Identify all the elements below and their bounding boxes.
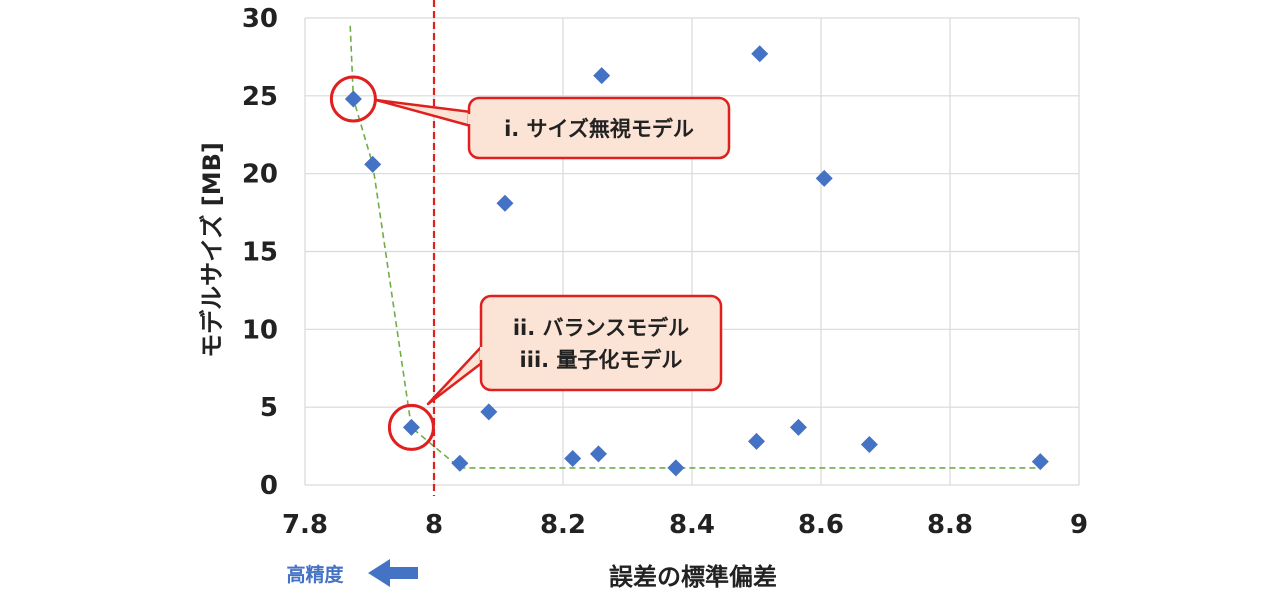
callout-text: ii. バランスモデル xyxy=(513,316,689,340)
callout-seam xyxy=(468,114,473,124)
y-tick-label: 5 xyxy=(260,393,278,423)
pareto-front-polyline xyxy=(349,25,1041,469)
highlight-circle xyxy=(387,403,435,451)
callout-seam xyxy=(480,347,485,360)
y-tick-label: 0 xyxy=(260,471,278,501)
y-tick-label: 25 xyxy=(242,82,278,112)
y-tick-label: 10 xyxy=(242,315,278,345)
data-point xyxy=(1031,453,1049,471)
data-point xyxy=(815,169,833,187)
callout-pointer xyxy=(374,98,473,128)
data-point xyxy=(593,67,611,85)
direction-hint-label: 高精度 xyxy=(286,563,344,586)
data-point xyxy=(789,418,807,436)
data-point xyxy=(667,459,685,477)
data-point xyxy=(751,45,769,63)
y-tick-label: 20 xyxy=(242,160,278,190)
data-point xyxy=(860,436,878,454)
callout-pointer xyxy=(426,343,485,406)
data-point xyxy=(451,454,469,472)
x-tick-label: 8.2 xyxy=(540,510,586,540)
y-tick-label: 15 xyxy=(242,238,278,268)
data-point xyxy=(564,450,582,468)
x-axis-label: 誤差の標準偏差 xyxy=(609,563,777,591)
x-tick-label: 9 xyxy=(1070,510,1088,540)
data-point xyxy=(364,155,382,173)
data-point xyxy=(589,445,607,463)
x-tick-label: 8.8 xyxy=(927,510,973,540)
left-arrow-icon xyxy=(368,559,418,587)
data-point xyxy=(748,432,765,450)
data-point xyxy=(480,403,498,421)
x-tick-label: 8.6 xyxy=(798,510,844,540)
data-point xyxy=(496,194,514,212)
y-axis-label: モデルサイズ [MB] xyxy=(198,142,226,358)
data-point xyxy=(344,90,362,108)
x-tick-label: 8.4 xyxy=(669,510,715,540)
callout-text: i. サイズ無視モデル xyxy=(504,117,694,141)
data-points xyxy=(344,45,1049,477)
pareto-front-line xyxy=(349,25,1041,469)
callout-text: iii. 量子化モデル xyxy=(520,348,683,372)
callouts: i. サイズ無視モデル ii. バランスモデル iii. 量子化モデル xyxy=(329,75,731,451)
tick-labels: 7.8 8 8.2 8.4 8.6 8.8 9 0 5 10 15 20 25 30 xyxy=(242,4,1088,540)
y-tick-label: 30 xyxy=(242,4,278,34)
grid-lines xyxy=(304,17,1080,486)
data-point xyxy=(402,418,420,436)
callout-box xyxy=(479,294,723,392)
x-tick-label: 7.8 xyxy=(282,510,328,540)
callout-box xyxy=(467,96,731,160)
direction-hint: 高精度 xyxy=(286,559,418,587)
x-tick-label: 8 xyxy=(425,510,443,540)
